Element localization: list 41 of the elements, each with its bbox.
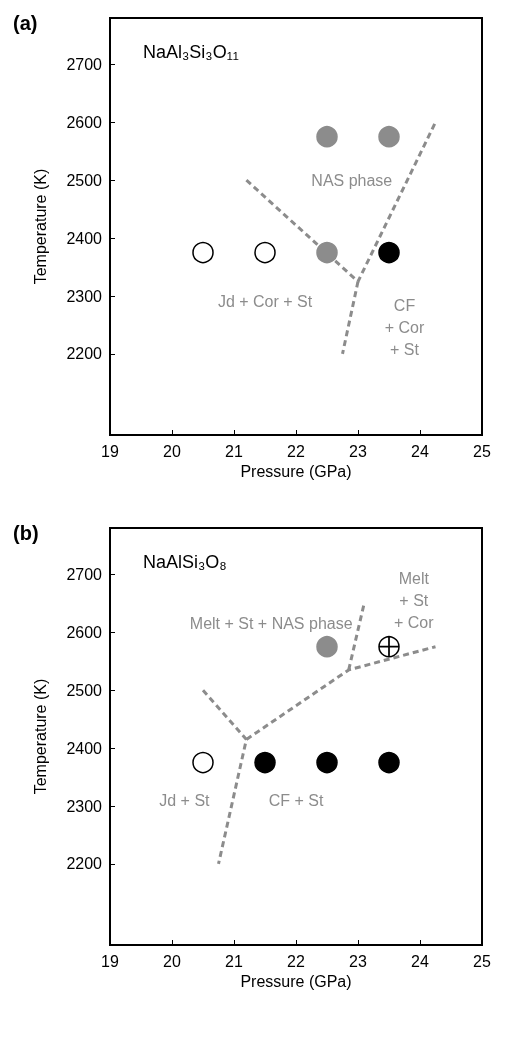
x-tick-label: 25 <box>473 442 491 460</box>
x-tick-label: 20 <box>163 952 181 970</box>
x-tick-label: 19 <box>101 952 119 970</box>
x-tick-label: 22 <box>287 952 305 970</box>
y-axis-title: Temperature (K) <box>31 678 49 795</box>
annotation: Jd + St <box>159 791 211 809</box>
x-tick-label: 19 <box>101 442 119 460</box>
x-axis-title: Pressure (GPa) <box>240 973 352 991</box>
y-tick-label: 2500 <box>66 171 103 189</box>
x-axis-title: Pressure (GPa) <box>240 463 352 481</box>
x-tick-label: 24 <box>411 952 429 970</box>
y-tick-label: 2400 <box>66 229 103 247</box>
y-axis-title: Temperature (K) <box>31 168 49 285</box>
chart-title: (b) <box>13 522 39 544</box>
y-tick-label: 2300 <box>66 797 103 815</box>
y-tick-label: 2200 <box>66 345 103 363</box>
x-tick-label: 25 <box>473 952 491 970</box>
x-tick-label: 20 <box>163 442 181 460</box>
y-tick-label: 2200 <box>66 855 103 873</box>
y-tick-label: 2300 <box>66 287 103 305</box>
y-tick-label: 2700 <box>66 565 103 583</box>
annotation: CF + Cor + St <box>384 297 425 359</box>
y-tick-label: 2700 <box>66 55 103 73</box>
chart-title: (a) <box>13 12 38 34</box>
x-tick-label: 24 <box>411 442 429 460</box>
annotation: Jd + Cor + St <box>217 293 313 311</box>
x-tick-label: 22 <box>287 442 305 460</box>
annotation: CF + St <box>268 791 324 809</box>
y-tick-label: 2600 <box>66 623 103 641</box>
y-tick-label: 2500 <box>66 681 103 699</box>
x-tick-label: 21 <box>225 442 243 460</box>
y-tick-label: 2600 <box>66 113 103 131</box>
annotation: NAS phase <box>311 171 393 189</box>
text: NaAlSi₃O₈ <box>143 552 227 572</box>
y-tick-label: 2400 <box>66 739 103 757</box>
x-tick-label: 21 <box>225 952 243 970</box>
annotation: Melt + St + Cor <box>394 569 435 631</box>
x-tick-label: 23 <box>349 442 367 460</box>
x-tick-label: 23 <box>349 952 367 970</box>
text: NaAl₃Si₃O₁₁ <box>143 42 239 62</box>
annotation: Melt + St + NAS phase <box>189 615 353 633</box>
